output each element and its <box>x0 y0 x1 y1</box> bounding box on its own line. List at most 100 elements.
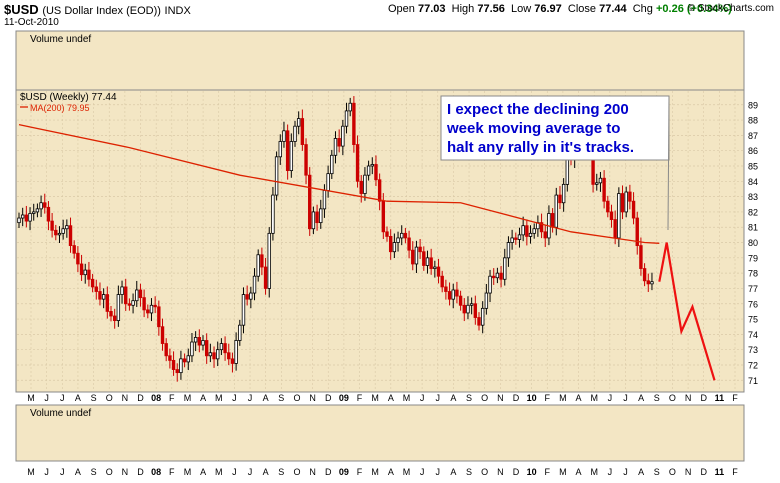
candle <box>628 184 632 210</box>
candle-body <box>142 297 146 311</box>
candle <box>138 283 143 307</box>
symbol-description: (US Dollar Index (EOD)) <box>42 5 161 17</box>
projection-line <box>658 242 716 381</box>
x-tick-label: O <box>293 467 300 477</box>
candle <box>267 227 271 298</box>
y-tick-label: 76 <box>748 299 758 309</box>
candle-body <box>462 304 466 314</box>
candle <box>422 246 426 271</box>
candle <box>510 229 514 250</box>
candle-body <box>164 343 168 357</box>
annotation-pointer <box>667 95 670 231</box>
candle-body <box>223 343 227 354</box>
candle <box>602 170 606 209</box>
candle-body <box>521 225 525 236</box>
candle <box>400 225 404 246</box>
candle-body <box>514 237 518 240</box>
candle-body <box>124 286 128 305</box>
candle-body <box>43 202 47 208</box>
candle <box>278 134 282 165</box>
candle <box>348 97 352 117</box>
candle-body <box>650 281 654 285</box>
candle-body <box>602 177 606 202</box>
candle-body <box>50 220 54 231</box>
x-tick-label: M <box>559 393 567 403</box>
candle <box>109 306 113 322</box>
y-tick-label: 81 <box>748 223 758 233</box>
candle-body <box>182 358 187 363</box>
x-tick-label: J <box>420 467 425 477</box>
candle <box>142 289 146 318</box>
candle-body <box>234 340 238 364</box>
x-tick-label: A <box>200 467 206 477</box>
candle-body <box>249 292 253 300</box>
candle-body <box>315 211 319 224</box>
x-tick-label: F <box>545 467 551 477</box>
candle <box>65 219 69 238</box>
x-tick-label: A <box>576 467 582 477</box>
candle-body <box>90 278 95 288</box>
candle-body <box>352 102 356 145</box>
candle-body <box>595 182 599 185</box>
candle-body <box>525 225 529 237</box>
candle-body <box>392 242 397 253</box>
x-tick-label: A <box>75 467 81 477</box>
candle-body <box>208 352 213 357</box>
candle-body <box>436 266 441 277</box>
candle <box>642 263 647 287</box>
y-tick-label: 87 <box>748 131 758 141</box>
candle <box>57 226 62 243</box>
candle <box>561 178 566 212</box>
candle-body <box>54 229 58 236</box>
y-tick-label: 84 <box>748 177 758 187</box>
candle <box>492 268 496 285</box>
candle-body <box>149 304 154 314</box>
x-tick-label: 10 <box>527 393 537 403</box>
candle <box>462 298 466 322</box>
candle-body <box>609 211 614 220</box>
candle-body <box>440 275 444 288</box>
candle-body <box>175 369 179 374</box>
candle-body <box>24 214 29 222</box>
x-tick-label: O <box>669 393 676 403</box>
candle-body <box>311 211 316 230</box>
candle <box>300 109 305 151</box>
candle-body <box>510 237 514 243</box>
candle-body <box>201 340 205 346</box>
candle <box>116 285 121 327</box>
top-volume-panel <box>15 30 745 91</box>
candle <box>407 230 411 259</box>
x-tick-label: D <box>137 393 144 403</box>
candle <box>337 129 341 153</box>
candle <box>249 286 253 309</box>
candle <box>543 225 547 247</box>
candle-body <box>94 286 98 292</box>
candle <box>370 157 374 175</box>
candle <box>598 171 603 192</box>
candle <box>506 236 511 267</box>
candle <box>606 195 610 218</box>
candle-body <box>157 306 161 328</box>
x-tick-label: F <box>169 467 175 477</box>
candle-body <box>304 144 308 176</box>
y-tick-label: 82 <box>748 207 758 217</box>
close-label: Close <box>567 3 597 15</box>
candle-body <box>76 252 80 265</box>
candle <box>112 308 117 329</box>
x-tick-label: 11 <box>715 467 725 477</box>
x-tick-label: M <box>184 393 192 403</box>
candle <box>469 297 474 315</box>
candle-body <box>363 174 367 194</box>
x-tick-label: M <box>371 393 379 403</box>
candle-body <box>642 268 647 282</box>
candle <box>245 285 249 306</box>
x-tick-label: A <box>576 393 582 403</box>
candle <box>227 343 231 366</box>
candle-body <box>204 340 209 357</box>
chart-date: 11-Oct-2010 <box>4 17 59 28</box>
candle <box>635 211 639 255</box>
ma-200-line <box>18 124 660 244</box>
annotation-box <box>440 95 670 161</box>
candle <box>344 102 349 134</box>
x-tick-label: M <box>371 467 379 477</box>
